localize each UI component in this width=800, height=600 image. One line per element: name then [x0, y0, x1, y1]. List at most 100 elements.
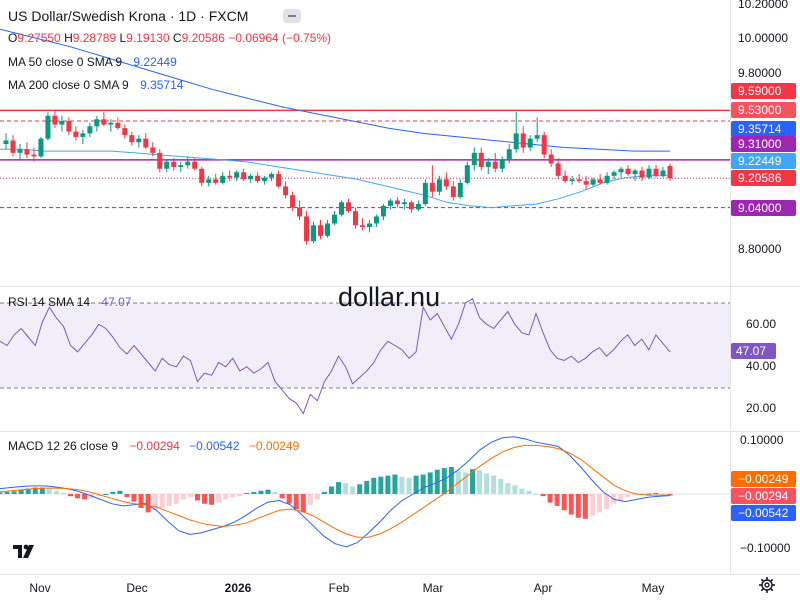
candle-body	[597, 179, 603, 183]
macd-histogram-bar	[209, 494, 215, 505]
candle-body	[52, 115, 58, 125]
macd-histogram-bar	[653, 492, 659, 494]
candle-body	[562, 175, 568, 182]
candle-body	[443, 179, 449, 187]
price-badge-label: 9.59000	[738, 84, 782, 98]
price-tick-label: 10.00000	[738, 31, 788, 45]
candle-body	[415, 204, 421, 210]
candle-body	[639, 170, 645, 178]
macd-badge	[731, 505, 796, 521]
macd-histogram-bar	[505, 483, 511, 494]
ohlc-high-value: 9.28789	[72, 31, 117, 45]
candle-body	[38, 138, 44, 157]
time-tick-label: Mar	[423, 581, 444, 595]
macd-histogram-bar	[328, 486, 334, 494]
tradingview-logo-icon[interactable]	[12, 542, 38, 560]
macd-pane	[0, 436, 730, 548]
macd-histogram-bar	[441, 468, 447, 494]
candle-body	[241, 172, 247, 180]
time-tick-label: May	[642, 581, 665, 595]
collapse-legend-button[interactable]	[283, 9, 301, 23]
candle-body	[338, 202, 344, 215]
macd-histogram-bar	[0, 492, 3, 494]
macd-histogram-bar	[110, 491, 116, 494]
macd-histogram-bar	[406, 477, 412, 494]
macd-histogram-bar	[307, 494, 313, 505]
ma50-legend[interactable]: MA 50 close 0 SMA 9 9.22449	[8, 55, 177, 70]
axes: 10.20000 10.00000 9.80000 8.80000 9.59000 9.5…	[29, 0, 796, 595]
ohlc-close-key: C	[172, 31, 182, 45]
candle-body	[10, 140, 16, 153]
candle-body	[164, 161, 170, 169]
macd-histogram-bar	[272, 491, 278, 494]
candle-body	[506, 149, 512, 160]
candle-body	[422, 182, 428, 205]
candle-body	[255, 175, 261, 182]
macd-histogram-bar	[484, 473, 490, 494]
time-tick-label: Nov	[29, 581, 50, 595]
macd-histogram-bar	[216, 494, 222, 503]
candle-body	[283, 186, 289, 196]
candle-body	[227, 175, 233, 178]
rsi-tick-label: 40.00	[746, 359, 776, 373]
candle-body	[499, 159, 505, 169]
ohlc-close-value: 9.20586	[181, 31, 225, 45]
candle-body	[311, 225, 317, 242]
candle-body	[618, 168, 624, 173]
rsi-tick-label: 60.00	[746, 317, 776, 331]
macd-histogram-bar	[60, 492, 66, 494]
macd-histogram-bar	[18, 489, 24, 494]
candle-body	[653, 168, 659, 176]
candle-body	[276, 174, 282, 187]
macd-histogram-bar	[159, 494, 165, 509]
macd-histogram-bar	[392, 474, 398, 494]
time-tick-label: 2026	[225, 581, 252, 595]
macd-histogram-bar	[582, 494, 588, 519]
ma200-legend[interactable]: MA 200 close 0 SMA 9 9.35714	[8, 78, 183, 93]
candle-body	[108, 122, 114, 125]
rsi-tick-label: 20.00	[746, 401, 776, 415]
symbol-title[interactable]: US Dollar/Swedish Krona · 1D · FXCM	[8, 8, 249, 24]
time-tick-label: Dec	[126, 581, 147, 595]
macd-histogram-bar	[117, 490, 123, 494]
ma200-value: 9.35714	[140, 78, 184, 92]
candle-body	[318, 225, 324, 236]
time-tick-label: Feb	[329, 581, 350, 595]
macd-histogram-bar	[385, 475, 391, 494]
ohlc-high-key: H	[64, 31, 73, 45]
macd-histogram-bar	[145, 494, 151, 513]
macd-histogram-bar	[604, 494, 610, 510]
candle-body	[485, 161, 491, 167]
candle-body	[31, 154, 37, 157]
macd-histogram-bar	[364, 481, 370, 494]
rsi-legend[interactable]: RSI 14 SMA 14 47.07	[8, 295, 131, 310]
macd-badge-label: −0.00294	[738, 489, 789, 503]
candle-body	[359, 225, 365, 228]
candle-body	[213, 179, 219, 183]
candle-body	[646, 168, 652, 178]
macd-histogram-bar	[166, 494, 172, 506]
macd-signal-line	[0, 444, 670, 538]
macd-histogram-bar	[618, 494, 624, 501]
candle-body	[332, 214, 338, 224]
price-badge-label: 9.22449	[738, 154, 782, 168]
ma50-line	[0, 148, 670, 209]
rsi-badge	[731, 343, 776, 359]
gear-icon[interactable]	[758, 576, 776, 594]
candle-body	[513, 133, 519, 150]
macd-histogram-bar	[25, 488, 31, 494]
candle-body	[625, 168, 631, 175]
candle-body	[436, 179, 442, 192]
macd-histogram-bar	[357, 484, 363, 494]
macd-histogram-bar	[477, 470, 483, 494]
macd-histogram-bar	[244, 492, 250, 494]
watermark-text: dollar.nu	[338, 282, 441, 312]
candle-body	[401, 202, 407, 205]
candle-body	[157, 152, 163, 169]
candle-body	[450, 186, 456, 197]
candle-body	[429, 182, 435, 192]
macd-histogram-bar	[300, 494, 306, 513]
price-badge-label: 9.04000	[738, 201, 782, 215]
macd-legend[interactable]: MACD 12 26 close 9 −0.00294 −0.00542 −0.…	[8, 439, 299, 454]
